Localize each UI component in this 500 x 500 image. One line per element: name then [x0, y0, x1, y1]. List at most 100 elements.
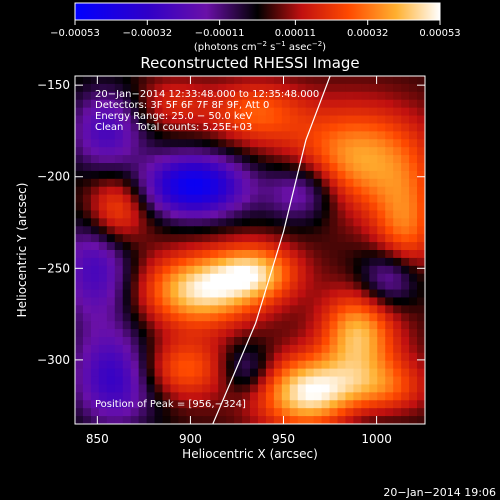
heatmap-cell	[250, 147, 259, 156]
heatmap-cell	[369, 147, 378, 156]
heatmap-cell	[313, 234, 323, 243]
heatmap-cell	[369, 337, 378, 346]
heatmap-cell	[345, 83, 354, 93]
heatmap-cell	[210, 273, 219, 283]
heatmap-cell	[401, 178, 410, 188]
heatmap-cell	[289, 384, 299, 393]
heatmap-cell	[289, 376, 299, 386]
heatmap-cell	[186, 123, 195, 132]
heatmap-cell	[305, 273, 315, 283]
heatmap-cell	[82, 210, 92, 219]
heatmap-cell	[281, 297, 291, 306]
heatmap-cell	[369, 155, 378, 164]
heatmap-cell	[401, 400, 410, 409]
heatmap-cell	[329, 250, 339, 259]
heatmap-cell	[178, 400, 187, 409]
heatmap-cell	[170, 344, 179, 354]
heatmap-cell	[337, 344, 347, 354]
heatmap-cell	[281, 305, 291, 314]
heatmap-cell	[98, 115, 108, 125]
heatmap-cell	[75, 392, 84, 401]
heatmap-cell	[353, 194, 362, 204]
heatmap-cell	[122, 313, 132, 322]
heatmap-cell	[75, 321, 84, 330]
y-axis-ticks: −150−200−250−300	[37, 78, 425, 367]
heatmap-cell	[202, 91, 211, 101]
heatmap-cell	[146, 123, 156, 132]
heatmap-cell	[345, 226, 354, 235]
heatmap-cell	[273, 242, 283, 251]
heatmap-cell	[305, 115, 315, 125]
heatmap-cell	[178, 226, 187, 235]
heatmap-cell	[218, 83, 227, 93]
heatmap-cell	[90, 360, 100, 370]
heatmap-cell	[417, 186, 425, 196]
heatmap-cell	[417, 297, 425, 306]
heatmap-cell	[289, 289, 299, 299]
y-tick-label: −200	[37, 170, 70, 184]
heatmap-cell	[329, 257, 339, 267]
heatmap-cell	[313, 131, 323, 140]
heatmap-cell	[257, 400, 267, 409]
heatmap-cell	[218, 313, 227, 322]
heatmap-cell	[281, 194, 291, 204]
heatmap-cell	[369, 344, 378, 354]
heatmap-cell	[417, 91, 425, 101]
heatmap-cell	[202, 178, 211, 188]
heatmap-cell	[297, 281, 307, 291]
heatmap-cell	[305, 305, 315, 314]
heatmap-cell	[146, 170, 156, 180]
heatmap-cell	[138, 163, 148, 172]
heatmap-cell	[353, 242, 362, 251]
heatmap-cell	[194, 281, 203, 291]
heatmap-cell	[114, 178, 124, 188]
heatmap-cell	[265, 226, 275, 235]
heatmap-cell	[377, 210, 386, 219]
heatmap-cell	[377, 139, 386, 148]
heatmap-cell	[321, 337, 331, 346]
heatmap-cell	[257, 360, 267, 370]
heatmap-cell	[162, 281, 172, 291]
heatmap-cell	[321, 376, 331, 386]
heatmap-image	[75, 76, 425, 424]
heatmap-cell	[401, 368, 410, 378]
heatmap-cell	[345, 210, 354, 219]
heatmap-cell	[289, 242, 299, 251]
heatmap-cell	[82, 313, 92, 322]
heatmap-cell	[75, 250, 84, 259]
heatmap-cell	[329, 226, 339, 235]
heatmap-cell	[170, 147, 179, 156]
heatmap-cell	[202, 83, 211, 93]
heatmap-cell	[385, 344, 394, 354]
heatmap-cell	[130, 194, 140, 204]
heatmap-cell	[353, 281, 362, 291]
heatmap-cell	[313, 83, 323, 93]
heatmap-cell	[345, 400, 354, 409]
heatmap-cell	[114, 76, 124, 85]
heatmap-cell	[369, 194, 378, 204]
heatmap-cell	[242, 83, 251, 93]
colorbar-tick-label: 0.00032	[347, 28, 388, 39]
heatmap-cell	[194, 147, 203, 156]
heatmap-cell	[250, 337, 259, 346]
heatmap-cell	[345, 202, 354, 212]
heatmap-cell	[409, 305, 418, 314]
heatmap-cell	[250, 376, 259, 386]
heatmap-cell	[305, 360, 315, 370]
heatmap-cell	[417, 400, 425, 409]
heatmap-cell	[186, 384, 195, 393]
heatmap-cell	[385, 139, 394, 148]
heatmap-cell	[337, 155, 347, 164]
heatmap-cell	[385, 115, 394, 125]
heatmap-cell	[369, 91, 378, 101]
heatmap-cell	[90, 107, 100, 117]
heatmap-cell	[417, 408, 425, 417]
heatmap-cell	[146, 416, 156, 424]
heatmap-cell	[417, 76, 425, 85]
heatmap-cell	[297, 186, 307, 196]
heatmap-cell	[226, 99, 235, 109]
heatmap-cell	[361, 273, 370, 283]
heatmap-cell	[345, 344, 354, 354]
heatmap-cell	[154, 131, 164, 140]
heatmap-cell	[257, 376, 267, 386]
